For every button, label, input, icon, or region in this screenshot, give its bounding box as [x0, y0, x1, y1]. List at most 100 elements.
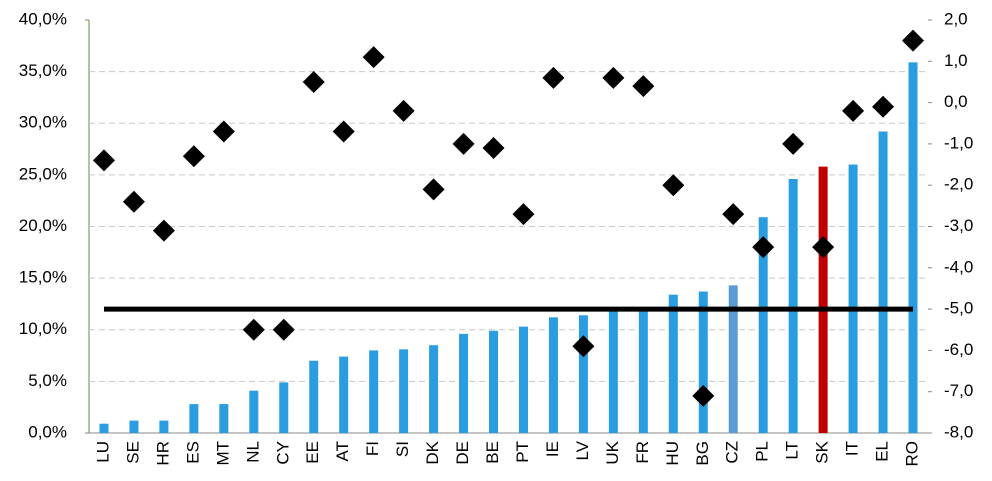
diamond-marker	[692, 384, 715, 407]
bar	[249, 390, 259, 433]
bar	[129, 420, 139, 433]
y-tick-label: 30,0%	[19, 113, 67, 132]
x-tick-label: DE	[453, 441, 472, 465]
diamond-marker	[542, 66, 565, 89]
x-tick-label: DK	[423, 440, 442, 464]
x-tick-label: ES	[183, 441, 202, 464]
y2-tick-label: -1,0	[944, 133, 973, 152]
bar	[578, 315, 588, 433]
x-tick-label: PT	[513, 441, 532, 463]
bar	[518, 326, 528, 433]
diamond-marker	[422, 178, 445, 201]
bar	[489, 330, 499, 433]
y2-tick-label: -8,0	[944, 422, 973, 441]
bar	[698, 291, 708, 433]
diamond-marker	[662, 174, 685, 197]
bar	[818, 166, 828, 434]
y2-tick-label: -2,0	[944, 175, 973, 194]
diamond-marker	[872, 95, 895, 118]
y2-tick-label: -7,0	[944, 381, 973, 400]
y2-tick-label: 1,0	[944, 51, 968, 70]
y2-tick-label: -6,0	[944, 340, 973, 359]
diamond-marker	[272, 318, 295, 341]
bar	[279, 382, 289, 433]
diamond-marker	[242, 318, 265, 341]
bar	[848, 164, 858, 434]
x-tick-label: SI	[393, 441, 412, 457]
bar	[608, 307, 618, 433]
diamond-marker	[332, 120, 355, 143]
diamond-marker	[212, 120, 235, 143]
y-tick-label: 25,0%	[19, 164, 67, 183]
diamond-marker	[842, 99, 865, 122]
x-tick-label: IT	[843, 441, 862, 456]
diamond-marker	[182, 145, 205, 168]
bar	[668, 294, 678, 433]
x-tick-label: MT	[213, 441, 232, 466]
diamond-marker	[452, 132, 475, 155]
diamond-marker	[812, 236, 835, 259]
y2-tick-label: 2,0	[944, 9, 968, 28]
y-tick-label: 15,0%	[19, 268, 67, 287]
x-tick-label: SK	[813, 440, 832, 463]
bar	[189, 404, 199, 433]
diamond-marker	[122, 190, 145, 213]
y2-tick-label: -5,0	[944, 299, 973, 318]
bar	[728, 285, 738, 433]
y-tick-label: 10,0%	[19, 319, 67, 338]
y-tick-label: 20,0%	[19, 216, 67, 235]
x-tick-label: LU	[93, 441, 112, 463]
y-tick-label: 35,0%	[19, 61, 67, 80]
bar	[369, 350, 379, 433]
x-tick-label: PL	[753, 441, 772, 462]
y2-tick-label: -3,0	[944, 216, 973, 235]
bar	[638, 307, 648, 433]
diamond-marker	[722, 203, 745, 226]
diamond-marker	[302, 70, 325, 93]
x-tick-label: LT	[783, 441, 802, 460]
diamond-marker	[902, 29, 925, 52]
diamond-marker	[152, 219, 175, 242]
x-tick-label: UK	[603, 440, 622, 464]
x-tick-label: IE	[543, 441, 562, 457]
diamond-marker	[512, 203, 535, 226]
bar	[429, 345, 439, 433]
bar	[339, 356, 349, 433]
diamond-marker	[92, 149, 115, 172]
diamond-marker	[602, 66, 625, 89]
x-tick-label: BE	[483, 441, 502, 464]
diamond-marker	[392, 99, 415, 122]
bar	[309, 360, 319, 433]
diamond-marker	[572, 335, 595, 358]
x-tick-label: NL	[243, 441, 262, 463]
bar	[548, 317, 558, 433]
x-tick-label: FI	[363, 441, 382, 456]
diamond-marker	[752, 236, 775, 259]
x-tick-label: HR	[153, 441, 172, 466]
y-tick-label: 40,0%	[19, 9, 67, 28]
x-tick-label: CZ	[723, 441, 742, 464]
bar	[159, 420, 169, 433]
x-tick-label: FR	[633, 441, 652, 464]
diamond-marker	[782, 132, 805, 155]
diamond-marker	[362, 46, 385, 69]
bar	[99, 423, 109, 433]
x-tick-label: EE	[303, 441, 322, 464]
y-tick-label: 5,0%	[28, 371, 67, 390]
y-tick-label: 0,0%	[28, 422, 67, 441]
x-tick-label: RO	[903, 441, 922, 467]
x-tick-label: LV	[573, 440, 592, 460]
bar	[219, 404, 229, 433]
bar	[399, 349, 409, 433]
diamond-marker	[482, 137, 505, 160]
x-tick-label: HU	[663, 441, 682, 466]
x-tick-label: CY	[273, 441, 292, 465]
x-tick-label: EL	[873, 441, 892, 462]
x-tick-label: BG	[693, 441, 712, 466]
bar	[878, 131, 888, 433]
x-tick-label: SE	[123, 441, 142, 464]
bar	[758, 217, 768, 433]
y2-tick-label: 0,0	[944, 92, 968, 111]
